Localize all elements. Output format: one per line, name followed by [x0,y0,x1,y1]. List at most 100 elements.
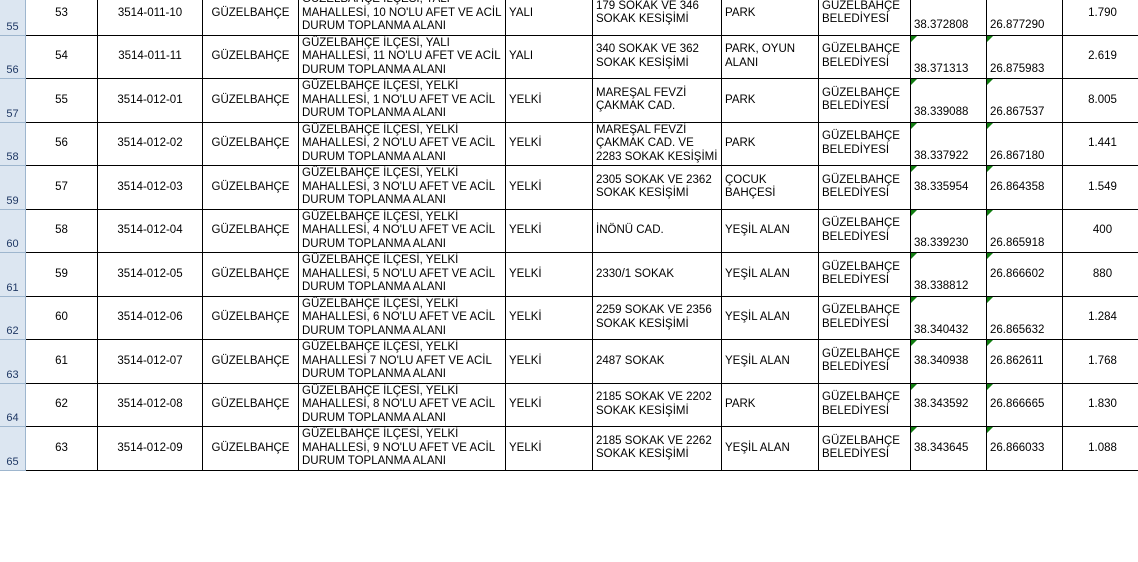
sira-no-cell[interactable]: 54 [25,34,98,79]
adres-cell[interactable]: 2259 SOKAK VE 2356 SOKAK KESİŞİMİ [592,295,722,340]
sira-no-cell[interactable]: 63 [25,426,98,471]
alan-kodu-cell[interactable]: 3514-011-10 [97,0,203,36]
alan-adi-cell[interactable]: GÜZELBAHÇE İLÇESİ, YELKİ MAHALLESİ, 8 NO… [298,382,506,427]
sira-no-cell[interactable]: 59 [25,252,98,297]
alan-kodu-cell[interactable]: 3514-012-09 [97,426,203,471]
adres-cell[interactable]: 2185 SOKAK VE 2262 SOKAK KESİŞİMİ [592,426,722,471]
alan-m2-cell[interactable]: 1.284 [1062,295,1138,340]
mahalle-cell[interactable]: YELKİ [505,121,593,166]
alan-m2-cell[interactable]: 2.619 [1062,34,1138,79]
sira-no-cell[interactable]: 57 [25,165,98,210]
adres-cell[interactable]: 2487 SOKAK [592,339,722,384]
alan-m2-cell[interactable]: 1.790 [1062,0,1138,36]
enlem-cell[interactable]: 38.339230 [910,208,987,253]
adres-cell[interactable]: 179 SOKAK VE 346 SOKAK KESİŞİMİ [592,0,722,36]
ilce-cell[interactable]: GÜZELBAHÇE [202,34,299,79]
boylam-cell[interactable]: 26.866033 [986,426,1063,471]
row-header[interactable]: 60 [0,209,26,253]
row-header[interactable]: 64 [0,383,26,427]
sira-no-cell[interactable]: 62 [25,382,98,427]
mahalle-cell[interactable]: YALI [505,34,593,79]
row-header[interactable]: 61 [0,252,26,297]
row-header[interactable]: 57 [0,78,26,123]
alan-m2-cell[interactable]: 1.549 [1062,165,1138,210]
sira-no-cell[interactable]: 61 [25,339,98,384]
boylam-cell[interactable]: 26.867180 [986,121,1063,166]
enlem-cell[interactable]: 38.335954 [910,165,987,210]
alan-adi-cell[interactable]: GÜZELBAHÇE İLÇESİ, YELKİ MAHALLESİ, 6 NO… [298,295,506,340]
mahalle-cell[interactable]: YELKİ [505,252,593,297]
enlem-cell[interactable]: 38.372808 [910,0,987,36]
sorumlu-kurum-cell[interactable]: GÜZELBAHÇE BELEDİYESİ [818,295,911,340]
alan-turu-cell[interactable]: PARK [721,78,819,123]
alan-kodu-cell[interactable]: 3514-012-02 [97,121,203,166]
row-header[interactable]: 63 [0,339,26,384]
boylam-cell[interactable]: 26.866665 [986,382,1063,427]
row-header[interactable]: 59 [0,165,26,210]
ilce-cell[interactable]: GÜZELBAHÇE [202,339,299,384]
adres-cell[interactable]: 2330/1 SOKAK [592,252,722,297]
alan-kodu-cell[interactable]: 3514-011-11 [97,34,203,79]
sira-no-cell[interactable]: 55 [25,78,98,123]
alan-m2-cell[interactable]: 880 [1062,252,1138,297]
adres-cell[interactable]: 2185 SOKAK VE 2202 SOKAK KESİŞİMİ [592,382,722,427]
ilce-cell[interactable]: GÜZELBAHÇE [202,121,299,166]
alan-kodu-cell[interactable]: 3514-012-06 [97,295,203,340]
ilce-cell[interactable]: GÜZELBAHÇE [202,382,299,427]
enlem-cell[interactable]: 38.340938 [910,339,987,384]
alan-adi-cell[interactable]: GÜZELBAHÇE İLÇESİ, YELKİ MAHALLESİ, 3 NO… [298,165,506,210]
alan-turu-cell[interactable]: YEŞİL ALAN [721,252,819,297]
enlem-cell[interactable]: 38.338812 [910,252,987,297]
sorumlu-kurum-cell[interactable]: GÜZELBAHÇE BELEDİYESİ [818,382,911,427]
ilce-cell[interactable]: GÜZELBAHÇE [202,426,299,471]
enlem-cell[interactable]: 38.340432 [910,295,987,340]
boylam-cell[interactable]: 26.864358 [986,165,1063,210]
alan-turu-cell[interactable]: PARK [721,121,819,166]
alan-turu-cell[interactable]: YEŞİL ALAN [721,208,819,253]
alan-turu-cell[interactable]: PARK [721,0,819,36]
alan-turu-cell[interactable]: YEŞİL ALAN [721,339,819,384]
alan-m2-cell[interactable]: 1.088 [1062,426,1138,471]
alan-m2-cell[interactable]: 400 [1062,208,1138,253]
boylam-cell[interactable]: 26.866602 [986,252,1063,297]
sorumlu-kurum-cell[interactable]: GÜZELBAHÇE BELEDİYESİ [818,0,911,36]
alan-adi-cell[interactable]: GÜZELBAHÇE İLÇESİ, YALI MAHALLESİ, 11 NO… [298,34,506,79]
sorumlu-kurum-cell[interactable]: GÜZELBAHÇE BELEDİYESİ [818,121,911,166]
alan-turu-cell[interactable]: YEŞİL ALAN [721,295,819,340]
mahalle-cell[interactable]: YELKİ [505,208,593,253]
boylam-cell[interactable]: 26.877290 [986,0,1063,36]
row-header[interactable]: 65 [0,426,26,471]
boylam-cell[interactable]: 26.865918 [986,208,1063,253]
alan-m2-cell[interactable]: 1.768 [1062,339,1138,384]
row-header[interactable]: 56 [0,35,26,79]
sorumlu-kurum-cell[interactable]: GÜZELBAHÇE BELEDİYESİ [818,339,911,384]
alan-m2-cell[interactable]: 1.830 [1062,382,1138,427]
mahalle-cell[interactable]: YELKİ [505,295,593,340]
sorumlu-kurum-cell[interactable]: GÜZELBAHÇE BELEDİYESİ [818,252,911,297]
ilce-cell[interactable]: GÜZELBAHÇE [202,208,299,253]
alan-kodu-cell[interactable]: 3514-012-01 [97,78,203,123]
alan-adi-cell[interactable]: GÜZELBAHÇE İLÇESİ, YELKİ MAHALLESİ, 5 NO… [298,252,506,297]
adres-cell[interactable]: MAREŞAL FEVZİ ÇAKMAK CAD. [592,78,722,123]
sira-no-cell[interactable]: 56 [25,121,98,166]
alan-adi-cell[interactable]: GÜZELBAHÇE İLÇESİ, YELKİ MAHALLESİ, 2 NO… [298,121,506,166]
alan-kodu-cell[interactable]: 3514-012-04 [97,208,203,253]
sira-no-cell[interactable]: 53 [25,0,98,36]
ilce-cell[interactable]: GÜZELBAHÇE [202,165,299,210]
enlem-cell[interactable]: 38.339088 [910,78,987,123]
mahalle-cell[interactable]: YELKİ [505,339,593,384]
boylam-cell[interactable]: 26.867537 [986,78,1063,123]
boylam-cell[interactable]: 26.875983 [986,34,1063,79]
enlem-cell[interactable]: 38.343592 [910,382,987,427]
ilce-cell[interactable]: GÜZELBAHÇE [202,0,299,36]
adres-cell[interactable]: İNÖNÜ CAD. [592,208,722,253]
mahalle-cell[interactable]: YELKİ [505,165,593,210]
alan-kodu-cell[interactable]: 3514-012-07 [97,339,203,384]
row-header[interactable]: 62 [0,296,26,340]
sorumlu-kurum-cell[interactable]: GÜZELBAHÇE BELEDİYESİ [818,165,911,210]
sira-no-cell[interactable]: 60 [25,295,98,340]
adres-cell[interactable]: 2305 SOKAK VE 2362 SOKAK KESİŞİMİ [592,165,722,210]
sorumlu-kurum-cell[interactable]: GÜZELBAHÇE BELEDİYESİ [818,208,911,253]
adres-cell[interactable]: MAREŞAL FEVZİ ÇAKMAK CAD. VE 2283 SOKAK … [592,121,722,166]
